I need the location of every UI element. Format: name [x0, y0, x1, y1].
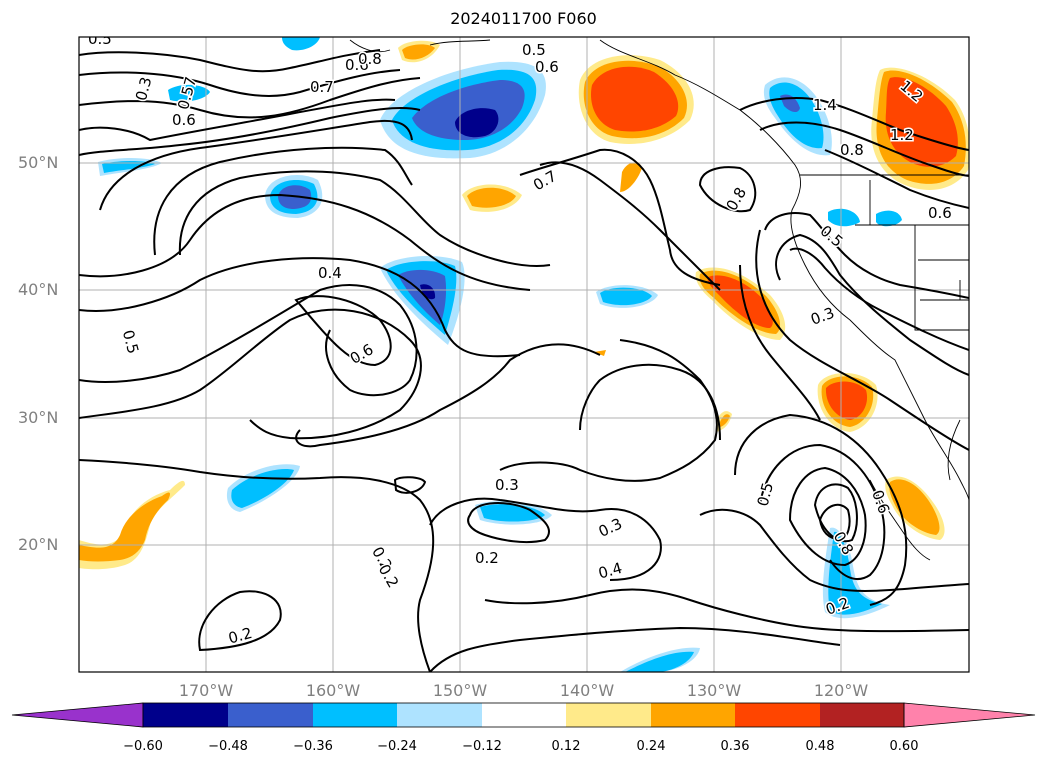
colorbar-frame [142, 702, 905, 728]
positive-anomaly-region [620, 162, 642, 192]
negative-anomaly-region [420, 284, 436, 300]
contour-label: 0.6 [535, 58, 559, 76]
negative-anomaly-region [876, 210, 902, 227]
contour-label: 0.3 [495, 476, 519, 494]
colorbar-segment [482, 703, 566, 727]
colorbar-tick: 0.60 [889, 739, 919, 754]
colorbar-tick: 0.36 [720, 739, 750, 754]
colorbar [11, 702, 1036, 728]
lat-label-30n: 30°N [18, 408, 59, 427]
colorbar-segment [566, 703, 651, 727]
colorbar-segment [651, 703, 735, 727]
contour-lines [79, 49, 969, 672]
colorbar-tick: −0.12 [462, 739, 502, 754]
colorbar-segment [228, 703, 313, 727]
contour-label: 0.8 [358, 50, 382, 68]
colorbar-segment-over [903, 702, 1036, 728]
colorbar-tick: −0.36 [293, 739, 333, 754]
positive-anomaly-region [79, 492, 170, 562]
positive-anomaly-region [825, 381, 868, 420]
colorbar-segment-under [11, 702, 144, 728]
positive-anomaly-region [467, 187, 516, 208]
contour-label: 0.6 [928, 204, 952, 222]
lon-label-160w: 160°W [305, 681, 361, 700]
colorbar-tick: 0.24 [636, 739, 666, 754]
colorbar-segment [313, 703, 397, 727]
negative-anomaly-region [282, 37, 320, 51]
contour-label: 0.3 [808, 304, 837, 329]
graticule [79, 37, 969, 672]
contour-label: 0.6 [172, 111, 196, 129]
colorbar-segment [735, 703, 820, 727]
colorbar-segment [397, 703, 482, 727]
lat-label-50n: 50°N [18, 153, 59, 172]
colorbar-tick: −0.60 [123, 739, 163, 754]
lon-label-130w: 130°W [686, 681, 742, 700]
lat-label-20n: 20°N [18, 535, 59, 554]
contour-label: 0.8 [723, 184, 751, 214]
contour-label: 0.8 [840, 141, 864, 159]
lon-label-140w: 140°W [559, 681, 615, 700]
colorbar-tick: 0.12 [551, 739, 581, 754]
contour-label: 0.5 [119, 328, 143, 356]
map-title: 2024011700 F060 [450, 9, 597, 28]
negative-anomaly-region [455, 108, 499, 138]
contour-label: 0.5 [522, 41, 546, 59]
negative-anomaly-region [231, 469, 294, 508]
positive-anomaly-region [889, 479, 940, 535]
lon-label-150w: 150°W [432, 681, 488, 700]
contour-label: 0.5 [88, 30, 112, 48]
positive-anomaly-region [707, 275, 773, 328]
map-frame [78, 36, 970, 673]
colorbar-tick: −0.48 [208, 739, 248, 754]
contour-label: 0.2 [226, 624, 254, 648]
contour-label: 0.5 [754, 481, 778, 509]
lon-label-170w: 170°W [178, 681, 234, 700]
positive-anomaly-region [720, 414, 730, 427]
positive-anomaly-region [402, 44, 435, 60]
contour-label: 0.6 [347, 340, 377, 368]
contour-label: 0.6 [345, 56, 369, 74]
positive-anomaly-region [594, 350, 606, 356]
positive-anomaly-region [885, 77, 958, 167]
negative-anomaly-region [600, 287, 652, 306]
negative-anomaly-region [828, 208, 860, 227]
contour-label: 0.7 [310, 78, 334, 96]
shading-layer [79, 37, 969, 672]
negative-anomaly-region [168, 84, 210, 102]
positive-anomaly-region [590, 66, 679, 132]
lon-label-120w: 120°W [813, 681, 869, 700]
colorbar-tick: 0.48 [805, 739, 835, 754]
colorbar-segment [820, 703, 904, 727]
contour-label: 0.3 [132, 75, 156, 103]
negative-anomaly-region [625, 651, 694, 672]
colorbar-segment [143, 703, 228, 727]
contour-label: 0.2 [475, 549, 499, 567]
contour-label: 1.4 [813, 96, 837, 114]
negative-anomaly-region [828, 531, 882, 615]
colorbar-tick: −0.24 [377, 739, 417, 754]
lat-label-40n: 40°N [18, 280, 59, 299]
contour-label: 0.3 [596, 515, 625, 541]
contour-label: 0.4 [318, 264, 342, 282]
contour-label: 1.2 [890, 126, 914, 144]
contour-label: 0.57 [174, 75, 200, 112]
